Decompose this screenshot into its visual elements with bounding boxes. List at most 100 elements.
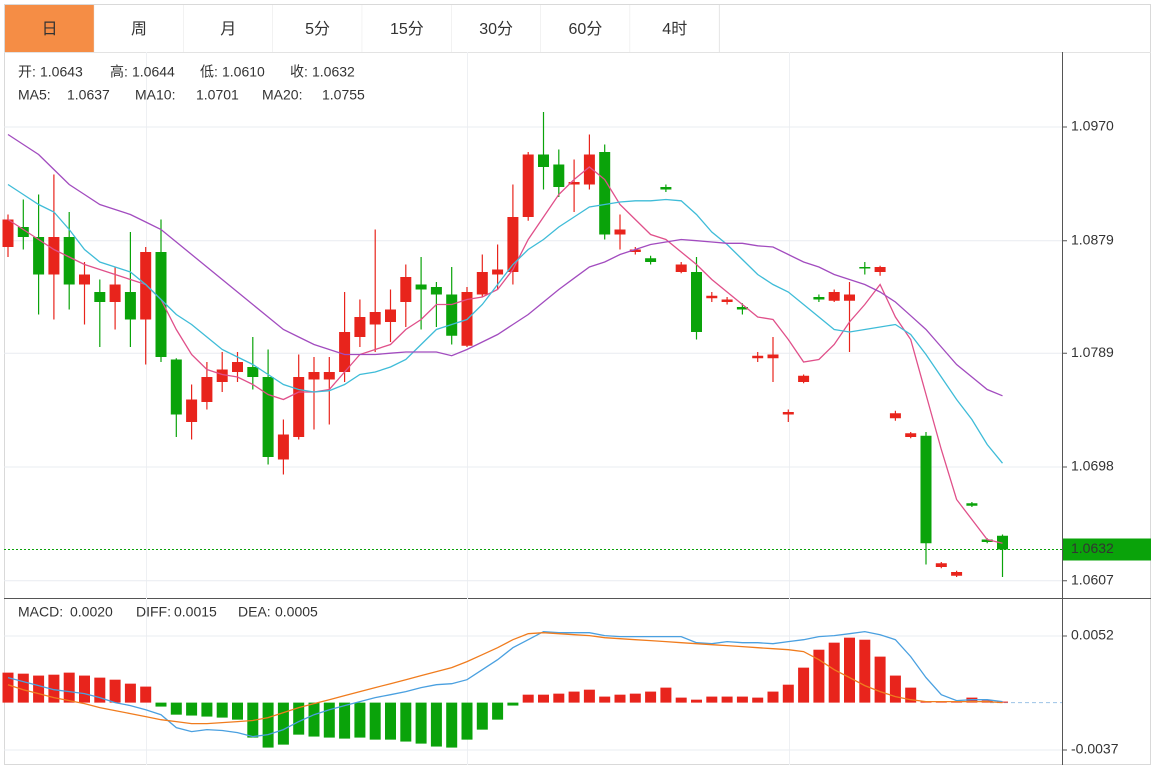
readout-label: DIFF: (136, 604, 171, 620)
y-tick-label: 1.0607 (1071, 571, 1114, 587)
candle-body (48, 237, 60, 275)
tab[interactable] (451, 5, 541, 52)
y-tick-label: 0.0052 (1071, 627, 1114, 643)
tab[interactable] (272, 5, 363, 52)
tab[interactable] (540, 5, 631, 52)
readout-label: DEA: (238, 604, 271, 620)
candle-body (201, 377, 213, 402)
indicator-line (7, 630, 1003, 738)
macd-bar (79, 675, 90, 703)
tab-label[interactable]: 日 (42, 21, 58, 38)
candle-body (599, 152, 611, 235)
macd-bar (262, 702, 274, 748)
tab[interactable] (362, 5, 452, 52)
candle-body (17, 227, 29, 237)
tab[interactable] (94, 5, 184, 52)
macd-bar (538, 694, 549, 703)
last-price-label: 1.0632 (1071, 540, 1114, 556)
indicator-line (7, 632, 1003, 725)
macd-bar (736, 696, 748, 703)
candle-body (568, 182, 580, 185)
macd-bar (339, 702, 351, 739)
macd-bar (599, 696, 611, 703)
legend-label: MA20: (262, 87, 302, 103)
macd-bar (859, 639, 871, 703)
tab[interactable] (630, 5, 720, 52)
indicator-line (7, 183, 1004, 464)
candle-body (874, 267, 886, 272)
tab-label[interactable]: 15分 (390, 20, 424, 38)
candle-body (323, 372, 335, 380)
candle-body (216, 369, 228, 382)
tab[interactable] (183, 5, 273, 52)
candle-body (400, 277, 412, 302)
candle-body (905, 433, 917, 437)
macd-bar (874, 656, 886, 703)
macd-bar (277, 702, 289, 745)
candle-body (79, 274, 90, 285)
plot-layer: 日 周 月 5分 15分 30分 60分 4时 1.0970 1.0879 1.0789 1.0698… (2, 5, 1151, 757)
candle-body (430, 287, 442, 295)
candle-body (247, 367, 259, 377)
candle-body (385, 309, 396, 322)
macd-bar (767, 691, 779, 703)
candle-body (538, 154, 549, 167)
candle-body (935, 563, 947, 567)
macd-bar (293, 702, 305, 735)
candle-body (920, 435, 932, 544)
candle-body (782, 412, 794, 415)
readout-value: 1.0643 (40, 64, 83, 80)
macd-bar (124, 683, 136, 703)
candle-body (522, 154, 534, 217)
macd-bar (706, 696, 718, 703)
macd-bar (629, 693, 641, 703)
candle-body (966, 503, 978, 506)
macd-bar (186, 702, 198, 716)
macd-bar (201, 702, 213, 717)
candle-body (277, 434, 289, 460)
frame (4, 4, 1151, 765)
macd-bar (430, 702, 442, 747)
indicator-line (7, 166, 1003, 544)
candle-body (844, 294, 855, 301)
macd-bar (415, 702, 427, 744)
candle-body (308, 372, 320, 380)
macd-bar (400, 702, 412, 742)
candle-body (798, 375, 810, 382)
indicator-line (7, 133, 1003, 397)
candle-body (293, 377, 305, 437)
macd-bar (476, 702, 488, 730)
tab-label[interactable]: 5分 (305, 20, 330, 38)
macd-bar (232, 702, 243, 720)
macd-bar (675, 697, 687, 703)
tab[interactable] (5, 5, 95, 52)
macd-bar (33, 675, 45, 703)
macd-bar (2, 672, 14, 703)
candle-body (721, 299, 733, 302)
macd-bar (905, 687, 917, 703)
tab-label[interactable]: 30分 (479, 20, 513, 38)
tab-label[interactable]: 60分 (569, 20, 603, 38)
readout-value: 1.0644 (132, 64, 175, 80)
macd-bar (691, 699, 702, 703)
readout-label: 低: (200, 64, 218, 80)
candle-body (2, 219, 14, 247)
macd-bar (17, 673, 29, 703)
tab-label[interactable]: 4时 (662, 20, 687, 38)
candle-body (94, 292, 106, 302)
candle-body (736, 307, 748, 310)
tab-label[interactable]: 周 (131, 21, 147, 38)
candle-body (767, 354, 779, 359)
tab-label[interactable]: 月 (220, 21, 236, 38)
candle-body (354, 317, 366, 337)
macd-bar (155, 702, 167, 707)
y-tick-label: 1.0698 (1071, 458, 1114, 474)
macd-bar (140, 686, 152, 703)
candle-body (109, 284, 121, 302)
readout-label: 开: (18, 64, 36, 80)
macd-bar (170, 702, 182, 715)
macd-bar (216, 702, 228, 718)
candle-body (859, 267, 871, 269)
macd-bar (828, 642, 840, 703)
